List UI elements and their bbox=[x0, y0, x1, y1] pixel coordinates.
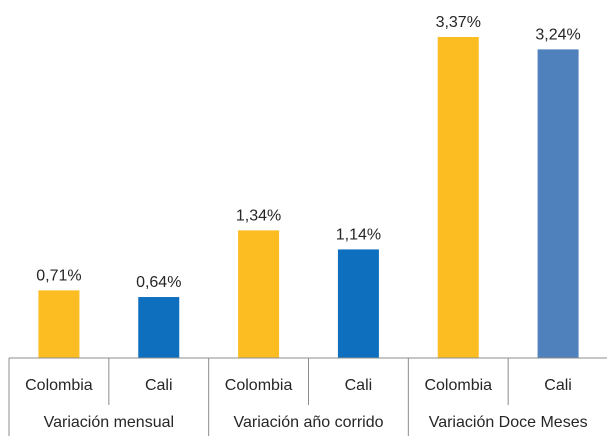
category-label-2-1: Cali bbox=[544, 377, 572, 394]
category-label-0-0: Colombia bbox=[25, 377, 93, 394]
bar-0-1 bbox=[138, 297, 180, 358]
bar-0-0 bbox=[38, 290, 80, 358]
data-label-2-1: 3,24% bbox=[535, 26, 580, 43]
category-label-2-0: Colombia bbox=[424, 377, 492, 394]
bar-1-0 bbox=[238, 230, 280, 358]
data-label-0-0: 0,71% bbox=[36, 267, 81, 284]
data-label-1-0: 1,34% bbox=[236, 207, 281, 224]
data-label-2-0: 3,37% bbox=[436, 14, 481, 31]
bar-2-0 bbox=[437, 37, 479, 358]
data-label-0-1: 0,64% bbox=[136, 274, 181, 291]
group-label-1: Variación año corrido bbox=[233, 414, 383, 431]
data-label-1-1: 1,14% bbox=[336, 226, 381, 243]
bar-1-1 bbox=[337, 249, 379, 358]
group-label-0: Variación mensual bbox=[44, 414, 174, 431]
category-label-1-0: Colombia bbox=[225, 377, 293, 394]
category-label-0-1: Cali bbox=[145, 377, 173, 394]
group-label-2: Variación Doce Meses bbox=[429, 414, 588, 431]
category-label-1-1: Cali bbox=[345, 377, 373, 394]
bar-2-1 bbox=[537, 49, 579, 359]
